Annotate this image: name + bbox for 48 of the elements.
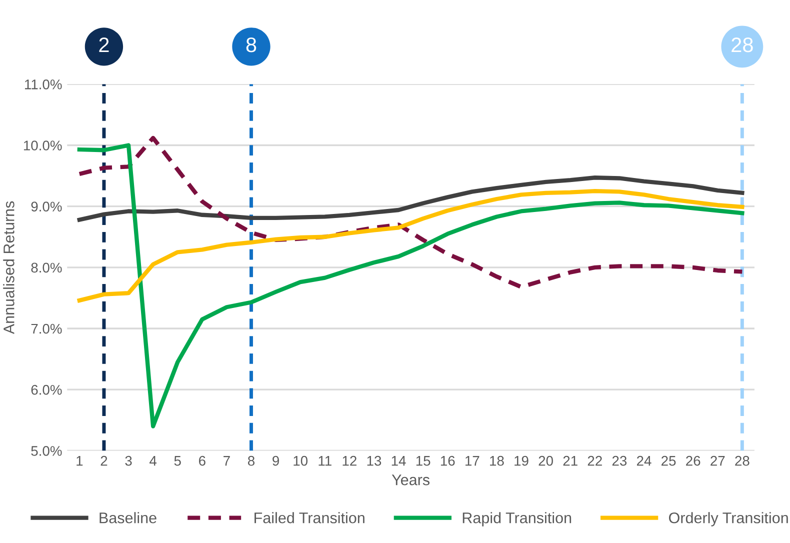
y-tick-label: 5.0% (31, 446, 62, 456)
y-tick-label: 6.0% (31, 384, 62, 395)
x-tick-label: 28 (735, 456, 750, 466)
x-tick-label: 17 (466, 456, 480, 466)
y-tick-label: 10.0% (24, 140, 62, 150)
x-tick-label: 22 (588, 456, 602, 466)
x-tick-label: 19 (514, 456, 528, 466)
line-series (77, 143, 744, 428)
x-tick-label: 5 (174, 456, 181, 466)
x-tick-label: 3 (125, 456, 132, 466)
x-tick-label: 1 (76, 456, 83, 466)
line-series (77, 176, 744, 222)
x-tick-label: 26 (686, 456, 700, 466)
line-series (77, 188, 744, 302)
x-tick-label: 18 (490, 456, 504, 466)
x-tick-label: 13 (367, 456, 382, 466)
legend-label: Failed Transition (254, 512, 364, 524)
y-axis-title: Annualised Returns (3, 201, 14, 334)
x-tick-label: 7 (224, 456, 230, 466)
x-tick-label: 4 (150, 456, 157, 466)
x-tick-label: 21 (563, 456, 578, 466)
x-tick-label: 25 (662, 456, 676, 466)
x-tick-label: 20 (538, 456, 553, 466)
ref-line-label: 28 (732, 38, 753, 52)
x-tick-label: 2 (100, 456, 108, 466)
x-axis-title: Years (392, 474, 430, 486)
x-tick-label: 24 (636, 456, 652, 466)
y-tick-label: 8.0% (31, 262, 62, 273)
ref-line-label: 8 (246, 38, 256, 52)
x-tick-label: 15 (416, 456, 430, 466)
x-tick-label: 6 (199, 456, 206, 466)
y-tick-label: 7.0% (31, 324, 62, 334)
x-tick-label: 11 (318, 456, 332, 466)
x-tick-label: 27 (710, 456, 725, 466)
y-tick-label: 11.0% (24, 80, 62, 90)
x-tick-label: 23 (612, 456, 627, 466)
x-tick-label: 14 (392, 456, 406, 466)
line-series (77, 136, 744, 290)
y-tick-label: 9.0% (31, 202, 62, 212)
x-tick-label: 16 (440, 456, 455, 466)
x-tick-label: 9 (272, 456, 279, 466)
x-tick-label: 8 (248, 456, 255, 466)
x-tick-label: 12 (342, 456, 356, 466)
x-tick-label: 10 (294, 456, 308, 466)
legend-label: Orderly Transition (669, 512, 788, 526)
legend-label: Rapid Transition (462, 512, 572, 526)
ref-line-label: 2 (99, 38, 109, 52)
legend-label: Baseline (100, 512, 156, 524)
